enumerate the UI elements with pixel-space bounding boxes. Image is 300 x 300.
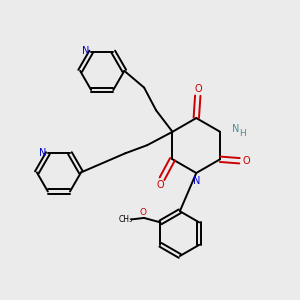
Text: O: O xyxy=(242,156,250,166)
Text: O: O xyxy=(157,180,164,190)
Text: N: N xyxy=(39,148,46,158)
Text: O: O xyxy=(139,208,146,217)
Text: N: N xyxy=(232,124,239,134)
Text: N: N xyxy=(194,176,201,186)
Text: O: O xyxy=(195,84,202,94)
Text: CH₃: CH₃ xyxy=(118,215,133,224)
Text: N: N xyxy=(82,46,89,56)
Text: H: H xyxy=(239,129,246,138)
